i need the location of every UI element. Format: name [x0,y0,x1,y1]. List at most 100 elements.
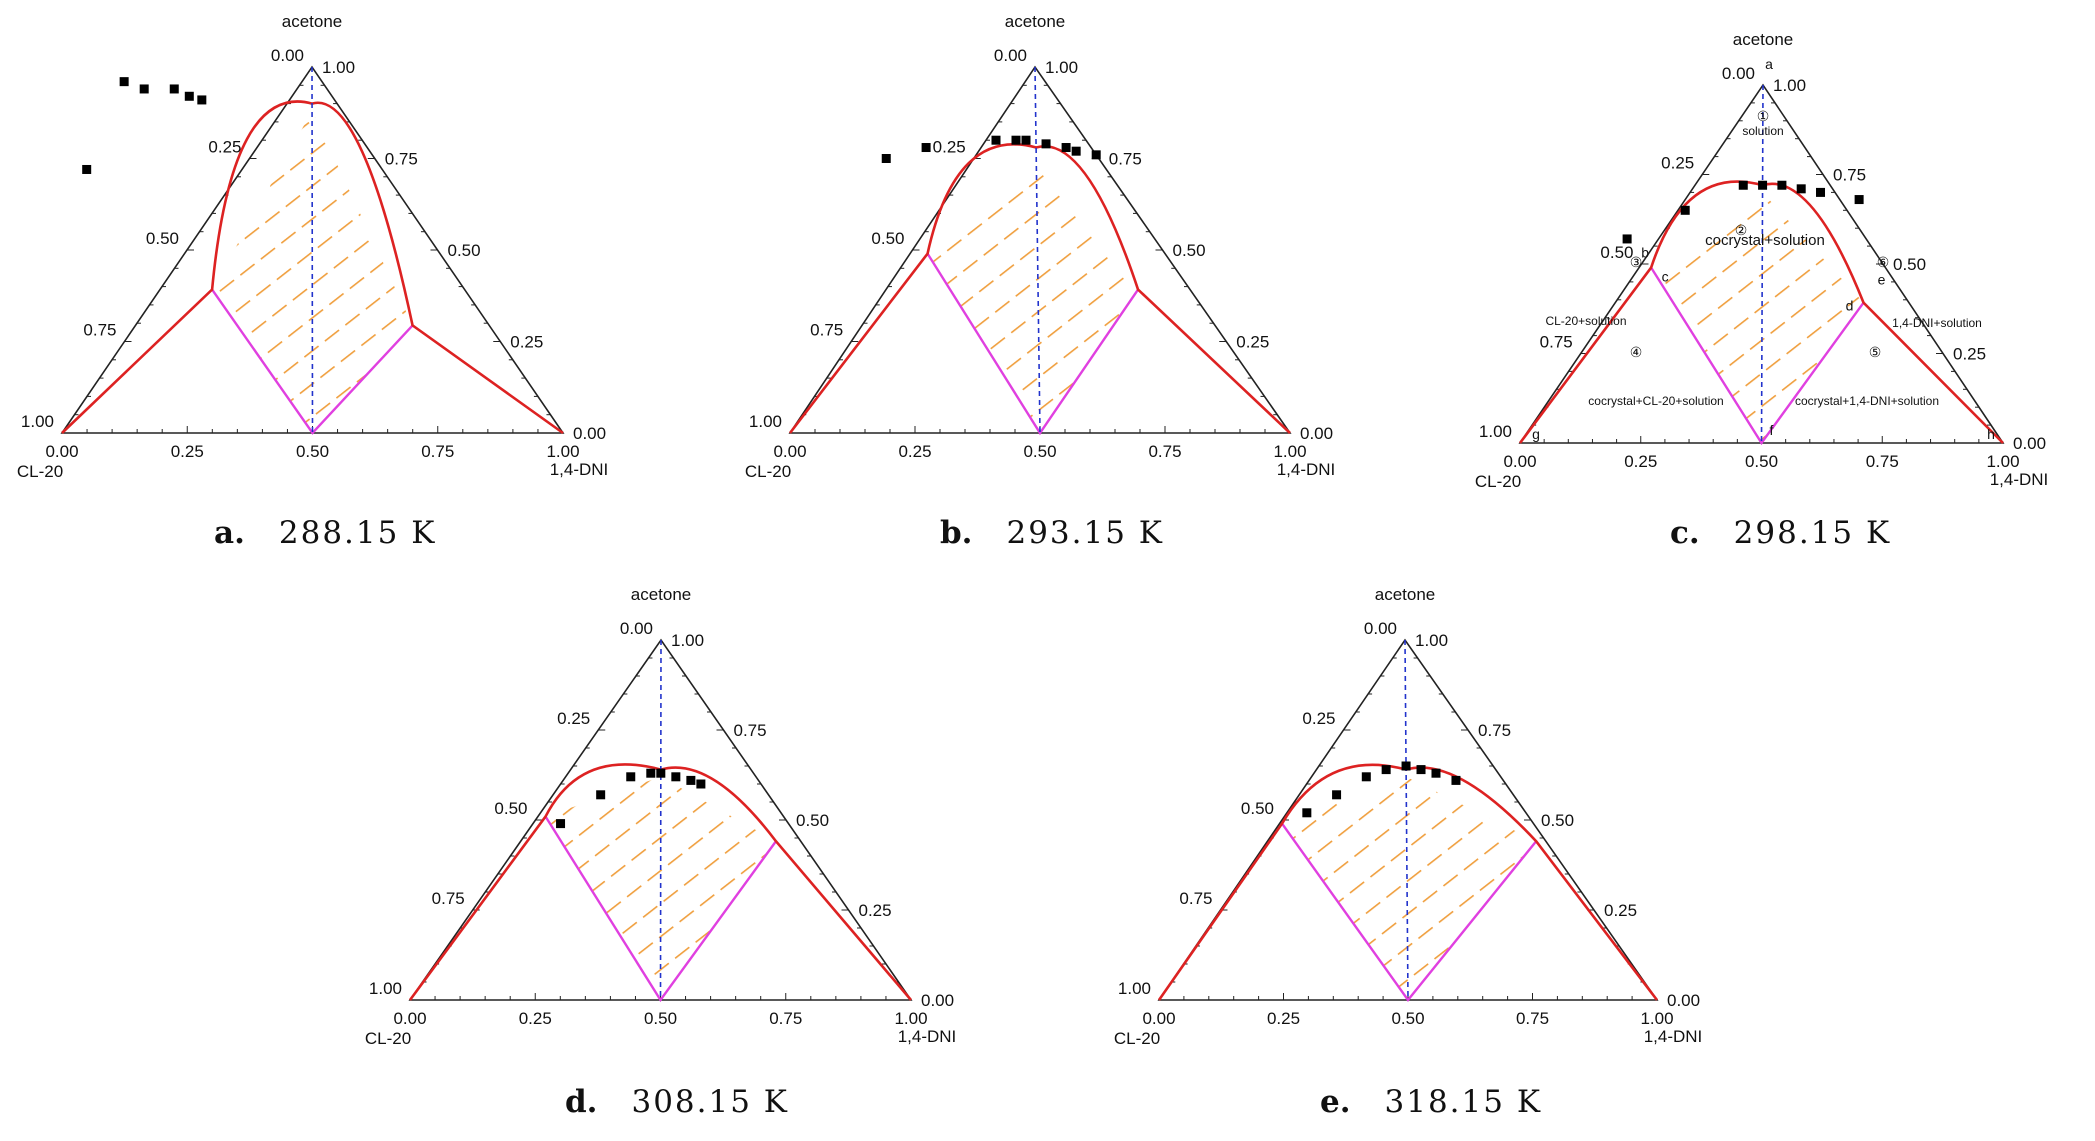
left-tick-label: 0.25 [208,138,241,157]
solubility-point [1622,234,1632,244]
solubility-point [1416,765,1426,775]
right-tick-label: 0.25 [510,333,543,352]
caption-letter: e. [1320,1084,1351,1120]
solubility-point [1041,139,1051,149]
vertex-label-f: f [1770,422,1774,438]
bottom-tick-label: 0.50 [644,1009,677,1028]
axis-label-right: 1,4-DNI [898,1027,957,1046]
left-tick-label: 1.00 [21,412,54,431]
caption-temperature: 298.15 K [1733,515,1892,551]
axis-label-top: acetone [1733,30,1794,49]
solubility-point [1431,768,1441,778]
cocrystal-region [1651,192,1864,443]
bottom-tick-label: 0.00 [1503,452,1536,471]
caption-temperature: 293.15 K [1006,515,1164,551]
right-tick-label: 1.00 [1415,631,1448,650]
left-tick-label: 1.00 [1479,422,1512,441]
bottom-tick-label: 0.25 [1267,1009,1300,1028]
equimolar-line [311,66,314,434]
vertex-label-g: g [1532,426,1540,442]
left-tick-label: 0.00 [620,619,653,638]
solubility-point [1680,205,1690,215]
left-tick-label: 0.25 [557,709,590,728]
left-tick-label: 1.00 [749,412,782,431]
solubility-point [921,143,931,153]
solubility-point [1332,790,1342,800]
vertex-label-d: d [1846,298,1854,314]
solubility-point [556,819,566,829]
bottom-tick-label: 0.25 [898,442,931,461]
bottom-tick-label: 1.00 [894,1009,927,1028]
axis-label-left: CL-20 [1114,1029,1160,1048]
solubility-point [596,790,606,800]
solubility-point [1011,135,1021,145]
axis-label-top: acetone [282,12,343,31]
equimolar-line [1034,66,1041,434]
bottom-tick-label: 0.50 [1745,452,1778,471]
equimolar-line [1404,639,1409,1001]
region-label-cocrystal-cl20-solution: cocrystal+CL-20+solution [1588,394,1723,408]
right-tick-label: 0.50 [1893,255,1926,274]
right-tick-label: 0.25 [1953,345,1986,364]
solubility-point [1302,808,1312,818]
axis-label-right: 1,4-DNI [1990,470,2049,489]
solubility-point [1854,195,1864,205]
region-label-cl20-solution: CL-20+solution [1545,314,1626,328]
axis-label-left: CL-20 [1475,472,1521,491]
right-tick-label: 0.75 [1478,721,1511,740]
solubility-point [626,772,636,782]
left-tick-label: 0.50 [1241,799,1274,818]
region-label-dni-solution: 1,4-DNI+solution [1892,316,1982,330]
right-tick-label: 0.75 [385,150,418,169]
bottom-tick-label: 0.75 [1866,452,1899,471]
solubility-point [1091,150,1101,160]
caption-d: d. 308.15 K [565,1084,789,1120]
bottom-tick-label: 0.75 [1148,442,1181,461]
right-tick-label: 0.25 [859,901,892,920]
solubility-point [119,77,129,87]
right-tick-label: 0.00 [1667,991,1700,1010]
right-tick-label: 0.00 [573,424,606,443]
ternary-panel-e: 0.00 0.00 0.00 0.25 0.25 0.25 0.50 0.50 0.50 0.75… [1114,585,1702,1048]
left-tick-label: 1.00 [369,979,402,998]
cocrystal-region [212,110,413,434]
phase-boundary-magenta [211,288,414,435]
bottom-tick-label: 1.00 [1986,452,2019,471]
right-tick-label: 1.00 [322,58,355,77]
axis-label-right: 1,4-DNI [1277,460,1336,479]
equimolar-line [1760,84,1764,444]
solubility-point [139,84,149,94]
cocrystal-region [1282,776,1537,1000]
solubility-point [1796,184,1806,194]
axis-label-right: 1,4-DNI [550,460,609,479]
solubility-point [82,164,92,174]
region-marker-5: ⑤ [1869,344,1882,360]
vertex-label-e: e [1878,272,1886,288]
bottom-tick-label: 0.00 [773,442,806,461]
axis-label-right: 1,4-DNI [1644,1027,1703,1046]
ternary-panel-c: 0.00 0.00 0.00 0.25 0.25 0.25 0.50 0.50 0.50 0.75… [1475,30,2048,491]
region-marker-4: ④ [1630,344,1643,360]
left-tick-label: 0.00 [1364,619,1397,638]
bottom-tick-label: 0.50 [1391,1009,1424,1028]
region-marker-2: ② [1735,222,1748,238]
left-tick-label: 0.50 [871,229,904,248]
bottom-tick-label: 0.25 [171,442,204,461]
solubility-point [656,768,666,778]
solubility-point [1451,775,1461,785]
right-tick-label: 0.50 [448,241,481,260]
bottom-tick-label: 0.75 [421,442,454,461]
phase-boundary-magenta [926,253,1140,436]
solubility-point [1777,180,1787,190]
vertex-label-b: b [1641,245,1649,261]
left-tick-label: 0.75 [810,321,843,340]
right-tick-label: 0.00 [2013,434,2046,453]
right-tick-label: 0.75 [1109,150,1142,169]
solubility-point [1758,180,1768,190]
left-tick-label: 0.00 [994,46,1027,65]
vertex-label-h: h [1987,426,1995,442]
solubility-point [991,135,1001,145]
solubility-point [686,775,696,785]
phase-boundary-magenta [1650,266,1865,446]
